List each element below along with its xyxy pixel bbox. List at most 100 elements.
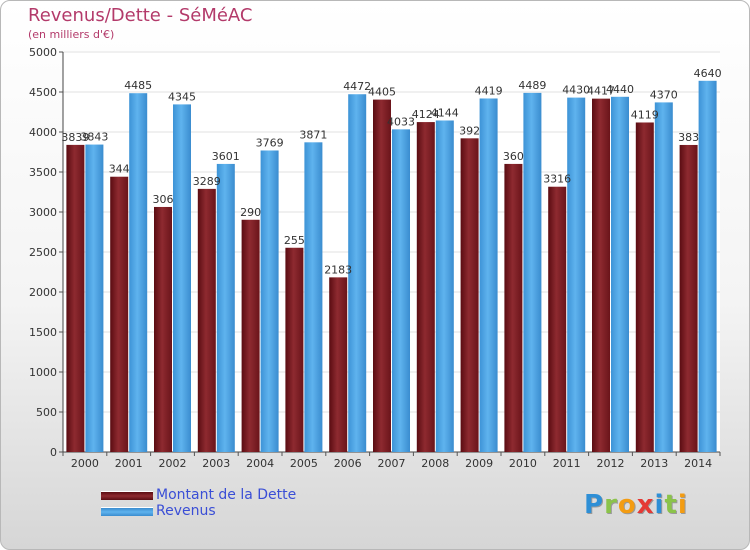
data-label-revenue: 4489 <box>518 79 546 92</box>
proxiti-logo: Proxiti <box>584 490 688 520</box>
data-label-revenue: 4472 <box>343 80 371 93</box>
y-tick-label: 2000 <box>29 286 57 299</box>
bar-revenue <box>304 142 323 452</box>
bar-revenue <box>611 96 629 453</box>
x-tick-label: 2006 <box>334 457 362 470</box>
y-tick-label: 500 <box>36 406 57 419</box>
x-tick-label: 2008 <box>421 457 449 470</box>
data-label-debt: 3839 <box>61 131 89 144</box>
data-label-revenue: 4033 <box>387 115 415 128</box>
data-label-debt: 255 <box>284 234 305 247</box>
x-tick-label: 2010 <box>509 457 537 470</box>
x-tick-label: 2005 <box>290 457 318 470</box>
data-label-revenue: 3843 <box>80 131 108 144</box>
data-label-debt: 2183 <box>324 263 352 276</box>
bar-debt <box>635 122 654 452</box>
data-label-debt: 3316 <box>543 173 571 186</box>
data-label-revenue: 4370 <box>650 88 678 101</box>
bar-debt <box>154 206 172 452</box>
x-tick-label: 2001 <box>115 457 143 470</box>
bar-revenue <box>85 144 104 452</box>
data-label-debt: 4124 <box>412 108 440 121</box>
x-tick-label: 2002 <box>159 457 187 470</box>
x-tick-label: 2011 <box>553 457 581 470</box>
bar-revenue <box>260 150 279 453</box>
bar-debt <box>285 247 304 452</box>
y-tick-label: 5000 <box>29 46 57 59</box>
bar-debt <box>679 144 698 452</box>
data-label-debt: 4405 <box>368 86 396 99</box>
bar-revenue <box>129 93 148 452</box>
x-tick-label: 2007 <box>378 457 406 470</box>
y-tick-label: 3000 <box>29 206 57 219</box>
y-tick-label: 0 <box>50 446 57 459</box>
logo-letter: o <box>617 490 637 520</box>
data-label-revenue: 4640 <box>694 67 722 80</box>
bar-debt <box>241 219 260 452</box>
bar-debt <box>373 99 391 452</box>
x-tick-label: 2009 <box>465 457 493 470</box>
data-label-revenue: 4440 <box>606 83 634 96</box>
data-label-debt: 392 <box>459 124 480 137</box>
legend-swatch-debt <box>101 491 153 500</box>
logo-letter: P <box>584 490 605 520</box>
y-tick-label: 4000 <box>29 126 57 139</box>
data-label-debt: 290 <box>240 206 261 219</box>
bar-debt <box>548 186 567 452</box>
bar-debt <box>416 122 435 452</box>
y-tick-label: 1000 <box>29 366 57 379</box>
legend-label-revenue: Revenus <box>156 503 216 519</box>
bar-debt <box>66 144 85 452</box>
data-label-debt: 4119 <box>631 108 659 121</box>
logo-letter: r <box>604 490 618 520</box>
x-tick-label: 2012 <box>597 457 625 470</box>
data-label-revenue: 4419 <box>475 84 503 97</box>
data-label-revenue: 4430 <box>562 84 590 97</box>
bar-debt <box>460 138 479 452</box>
data-label-revenue: 3601 <box>212 150 240 163</box>
bar-revenue <box>567 97 586 452</box>
data-label-revenue: 4144 <box>431 106 459 119</box>
legend-swatch-revenue <box>101 507 153 516</box>
logo-letter: i <box>677 490 688 520</box>
bar-revenue <box>479 98 498 452</box>
data-label-debt: 383 <box>678 131 699 144</box>
bar-revenue <box>435 120 454 452</box>
bar-revenue <box>523 92 542 452</box>
x-tick-label: 2003 <box>202 457 230 470</box>
y-tick-label: 1500 <box>29 326 57 339</box>
bar-revenue <box>392 129 410 453</box>
chart-title: Revenus/Dette - SéMéAC <box>28 5 253 26</box>
data-label-debt: 344 <box>109 163 130 176</box>
x-tick-label: 2000 <box>71 457 99 470</box>
logo-letter: x <box>636 490 655 520</box>
data-label-revenue: 4345 <box>168 90 196 103</box>
y-tick-label: 4500 <box>29 86 57 99</box>
x-tick-label: 2014 <box>684 457 712 470</box>
bar-revenue <box>654 102 673 453</box>
bar-debt <box>329 277 348 452</box>
bar-debt <box>504 163 523 453</box>
bar-debt <box>592 98 610 452</box>
data-label-debt: 4417 <box>587 85 615 98</box>
data-label-debt: 3289 <box>193 175 221 188</box>
data-label-revenue: 3769 <box>256 136 284 149</box>
x-tick-label: 2004 <box>246 457 274 470</box>
x-tick-label: 2013 <box>640 457 668 470</box>
chart-subtitle: (en milliers d'€) <box>28 28 115 41</box>
bar-debt <box>110 176 129 452</box>
bar-revenue <box>348 94 367 453</box>
logo-letter: t <box>664 490 678 520</box>
legend-label-debt: Montant de la Dette <box>156 487 297 503</box>
bar-revenue <box>216 163 235 453</box>
data-label-revenue: 3871 <box>299 128 327 141</box>
bar-revenue <box>173 104 191 453</box>
bar-debt <box>197 188 216 452</box>
y-tick-label: 2500 <box>29 246 57 259</box>
y-tick-label: 3500 <box>29 166 57 179</box>
bar-revenue <box>698 80 717 453</box>
data-label-debt: 306 <box>153 193 174 206</box>
data-label-revenue: 4485 <box>124 79 152 92</box>
